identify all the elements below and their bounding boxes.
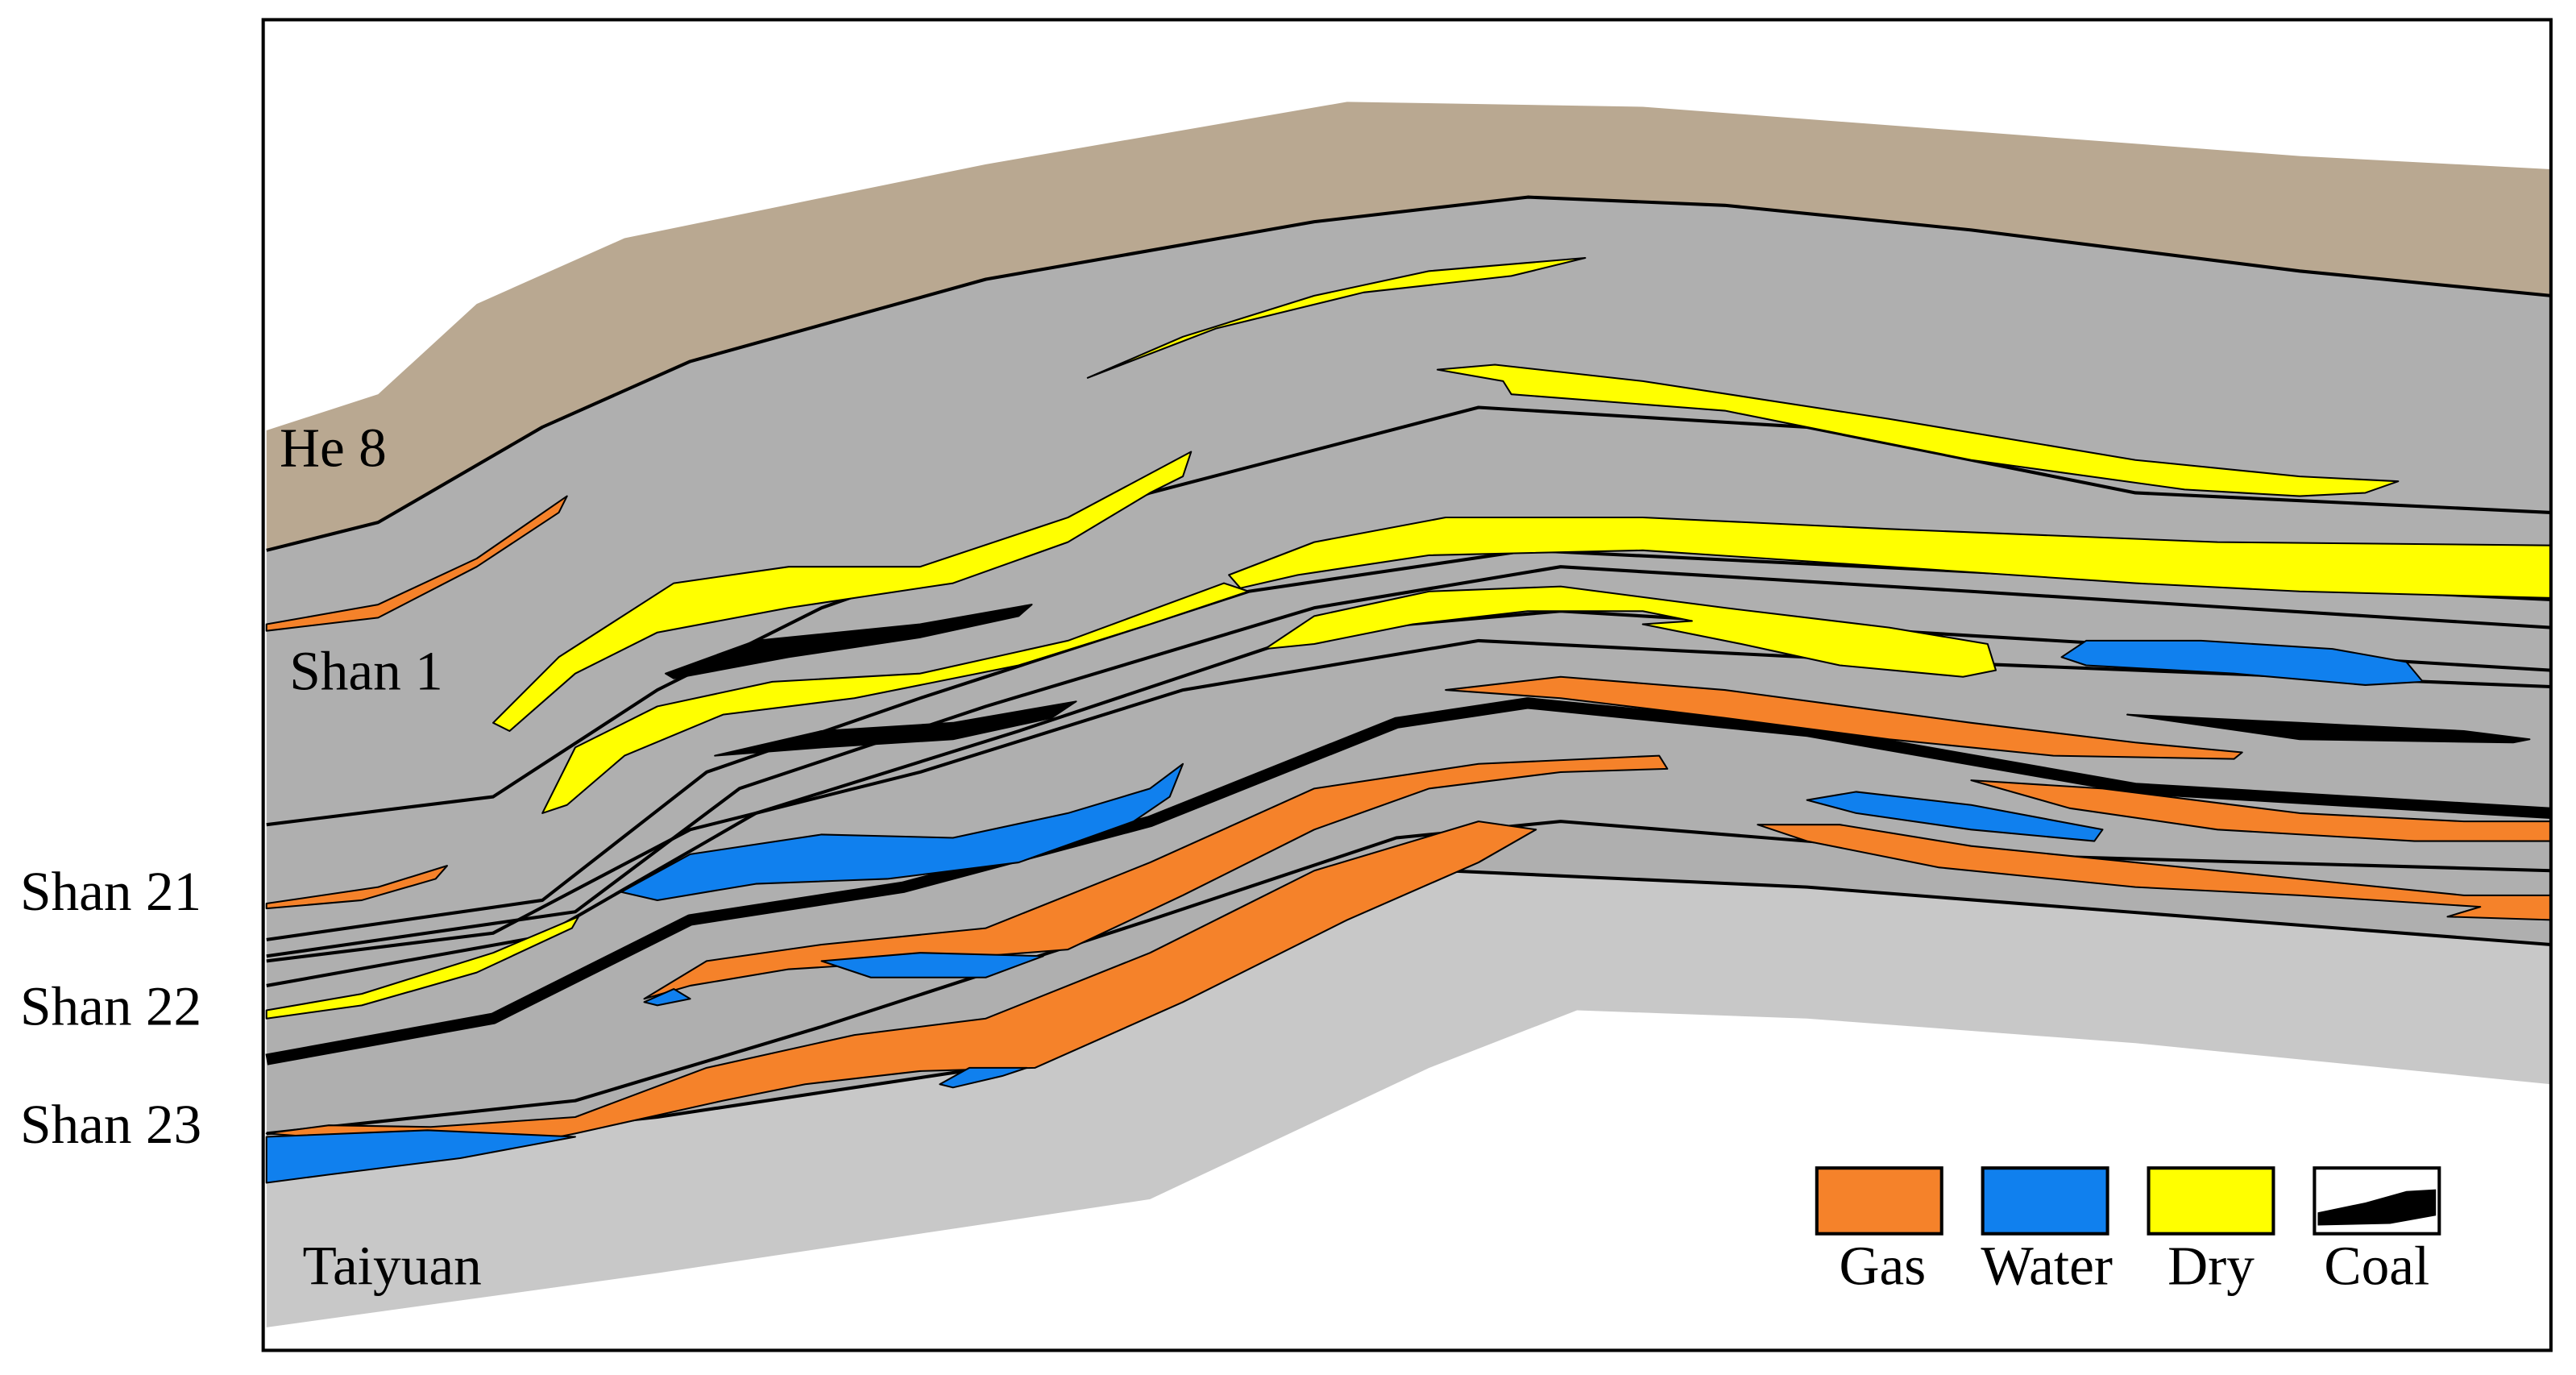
layer-label: He 8	[280, 416, 387, 478]
coal-seams	[265, 604, 2552, 1066]
legend-swatch	[1981, 1166, 2109, 1236]
legend-swatch	[2147, 1166, 2275, 1236]
legend-swatch	[1815, 1166, 1943, 1236]
legend-label: Water	[1981, 1234, 2113, 1296]
legend-label: Gas	[1839, 1234, 1926, 1296]
legend-label: Dry	[2167, 1234, 2255, 1296]
gas-sands	[265, 495, 2552, 1151]
layer-label: Shan 21	[20, 860, 201, 922]
frame	[261, 18, 2553, 1352]
water-sands	[265, 639, 2424, 1184]
layer-label: Shan 22	[20, 974, 201, 1036]
taiyuan-layer	[266, 870, 2551, 1327]
layer-label: Taiyuan	[303, 1234, 482, 1296]
legend-label: Coal	[2324, 1234, 2429, 1296]
legend: Gas Water Dry Coal	[1815, 1166, 2441, 1296]
layer-label: Shan 1	[289, 640, 443, 702]
dry-sands	[265, 256, 2552, 1020]
coal-icon	[2317, 1189, 2437, 1226]
he8-layer	[266, 102, 2551, 550]
layer-label: Shan 23	[20, 1093, 201, 1155]
